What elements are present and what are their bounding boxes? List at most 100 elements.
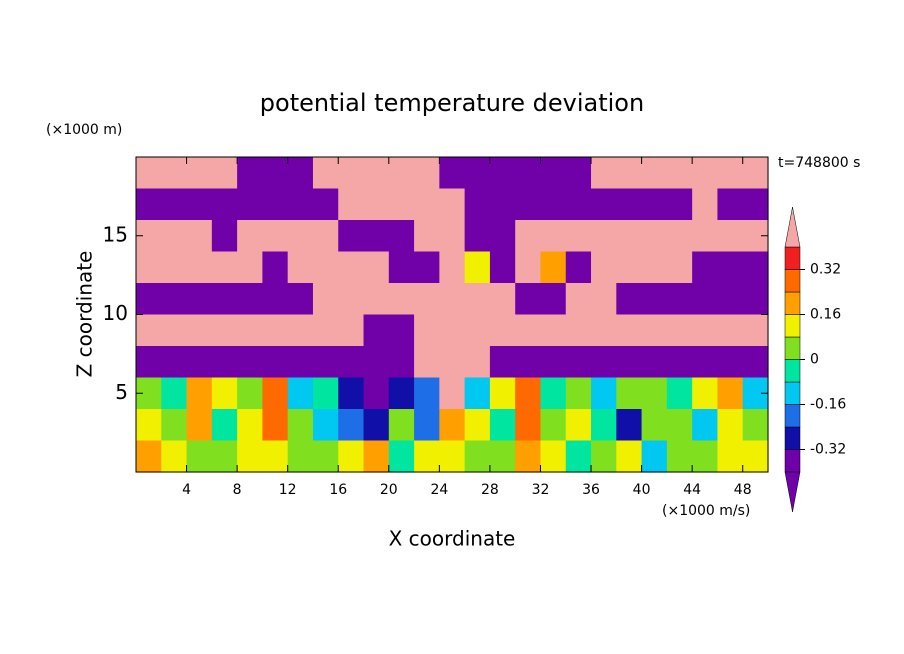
colorbar-band — [784, 246, 801, 270]
field-cell — [666, 314, 693, 347]
field-cell — [641, 188, 668, 221]
field-cell — [287, 188, 314, 221]
field-cell — [489, 251, 516, 284]
field-cell — [161, 409, 188, 442]
field-cell — [388, 188, 415, 221]
field-cell — [616, 157, 643, 190]
field-cell — [717, 283, 744, 316]
field-cell — [237, 188, 263, 221]
field-cell — [161, 440, 188, 473]
field-cell — [565, 251, 592, 284]
y-unit: (×1000 m) — [46, 122, 122, 138]
field-cell — [717, 409, 744, 442]
field-cell — [312, 409, 339, 442]
field-cell — [489, 220, 516, 253]
x-tick-label: 8 — [233, 482, 242, 498]
x-tick-label: 32 — [532, 482, 550, 498]
field-cell — [211, 157, 238, 190]
field-cell — [363, 283, 390, 316]
field-cell — [489, 157, 516, 190]
field-cell — [692, 314, 719, 347]
field-cell — [439, 157, 466, 190]
field-cell — [312, 440, 339, 473]
field-cell — [161, 157, 188, 190]
field-cell — [211, 440, 238, 473]
colorbar-band — [784, 404, 801, 428]
field-cell — [388, 283, 415, 316]
colorbar-extend-under — [784, 471, 801, 513]
field-cell — [338, 188, 365, 221]
field-cell — [616, 377, 643, 410]
field-cell — [136, 157, 162, 190]
field-cell — [211, 346, 238, 379]
colorbar-extend-over — [784, 206, 801, 248]
colorbar-tick-label: 0.16 — [810, 307, 841, 323]
x-tick-label: 24 — [430, 482, 448, 498]
field-cell — [464, 220, 491, 253]
field-cell — [363, 409, 390, 442]
field-cell — [540, 283, 567, 316]
field-cell — [692, 188, 719, 221]
field-cell — [414, 346, 440, 379]
field-cell — [515, 157, 542, 190]
field-cell — [666, 377, 693, 410]
y-tick-label: 5 — [115, 380, 128, 404]
field-cell — [692, 251, 719, 284]
field-cell — [136, 409, 162, 442]
x-tick-label: 48 — [734, 482, 752, 498]
field-cell — [616, 440, 643, 473]
field-cell — [287, 346, 314, 379]
field-cell — [616, 188, 643, 221]
field-cell — [641, 157, 668, 190]
field-cell — [237, 314, 263, 347]
field-cell — [414, 157, 440, 190]
field-cell — [388, 440, 415, 473]
field-cell — [641, 377, 668, 410]
field-cell — [591, 440, 617, 473]
field-cell — [489, 188, 516, 221]
field-cell — [161, 346, 188, 379]
field-cell — [414, 220, 440, 253]
field-cell — [237, 346, 263, 379]
field-cell — [363, 220, 390, 253]
field-cell — [287, 377, 314, 410]
field-cell — [540, 251, 567, 284]
field-cell — [363, 377, 390, 410]
field-cell — [692, 157, 719, 190]
field-cell — [312, 314, 339, 347]
field-cell — [540, 377, 567, 410]
field-cell — [439, 220, 466, 253]
field-cell — [136, 251, 162, 284]
field-cell — [262, 283, 289, 316]
field-cell — [338, 409, 365, 442]
y-tick-label: 15 — [103, 222, 128, 246]
field-cell — [666, 220, 693, 253]
field-cell — [388, 346, 415, 379]
field-cell — [515, 251, 542, 284]
field-cell — [666, 409, 693, 442]
field-cell — [338, 440, 365, 473]
field-cell — [211, 409, 238, 442]
field-cell — [388, 409, 415, 442]
field-cell — [742, 346, 769, 379]
field-cell — [287, 220, 314, 253]
field-cell — [717, 188, 744, 221]
field-cell — [641, 251, 668, 284]
field-cell — [515, 409, 542, 442]
field-cell — [388, 377, 415, 410]
field-cell — [641, 220, 668, 253]
field-cell — [136, 314, 162, 347]
field-cell — [262, 440, 289, 473]
field-cell — [312, 157, 339, 190]
field-cell — [363, 440, 390, 473]
field-cell — [237, 377, 263, 410]
field-cell — [161, 377, 188, 410]
field-cell — [312, 220, 339, 253]
field-cell — [312, 377, 339, 410]
field-cell — [237, 157, 263, 190]
field-cell — [717, 377, 744, 410]
field — [136, 157, 769, 473]
field-cell — [312, 346, 339, 379]
field-cell — [565, 440, 592, 473]
field-cell — [262, 346, 289, 379]
